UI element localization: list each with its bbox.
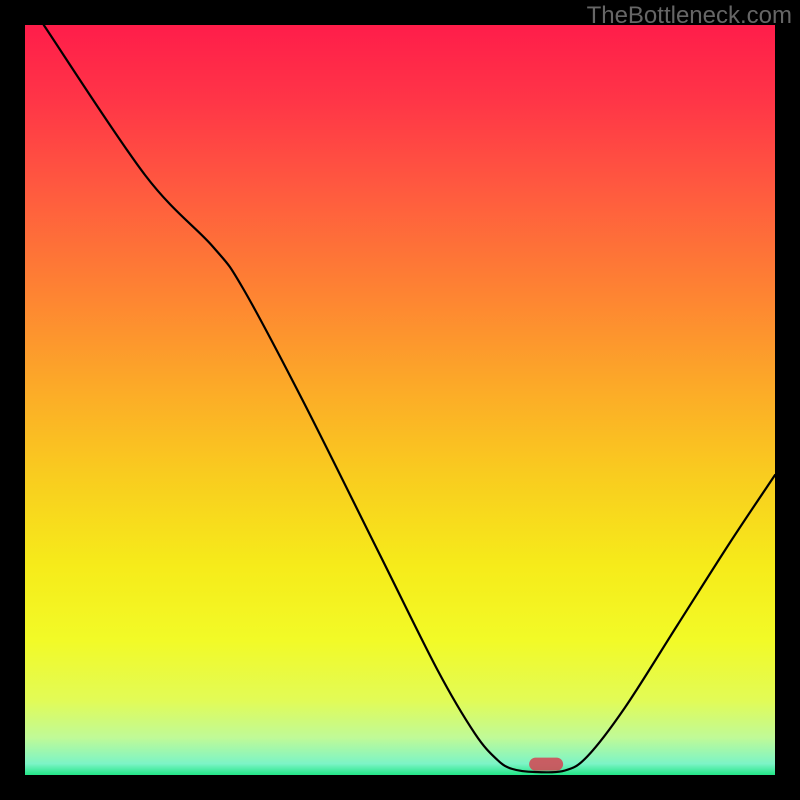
optimal-point-marker <box>529 757 563 770</box>
chart-frame: TheBottleneck.com <box>0 0 800 800</box>
bottleneck-curve <box>25 25 775 775</box>
watermark-text: TheBottleneck.com <box>587 2 792 30</box>
curve-path <box>44 25 775 772</box>
plot-area <box>25 25 775 775</box>
